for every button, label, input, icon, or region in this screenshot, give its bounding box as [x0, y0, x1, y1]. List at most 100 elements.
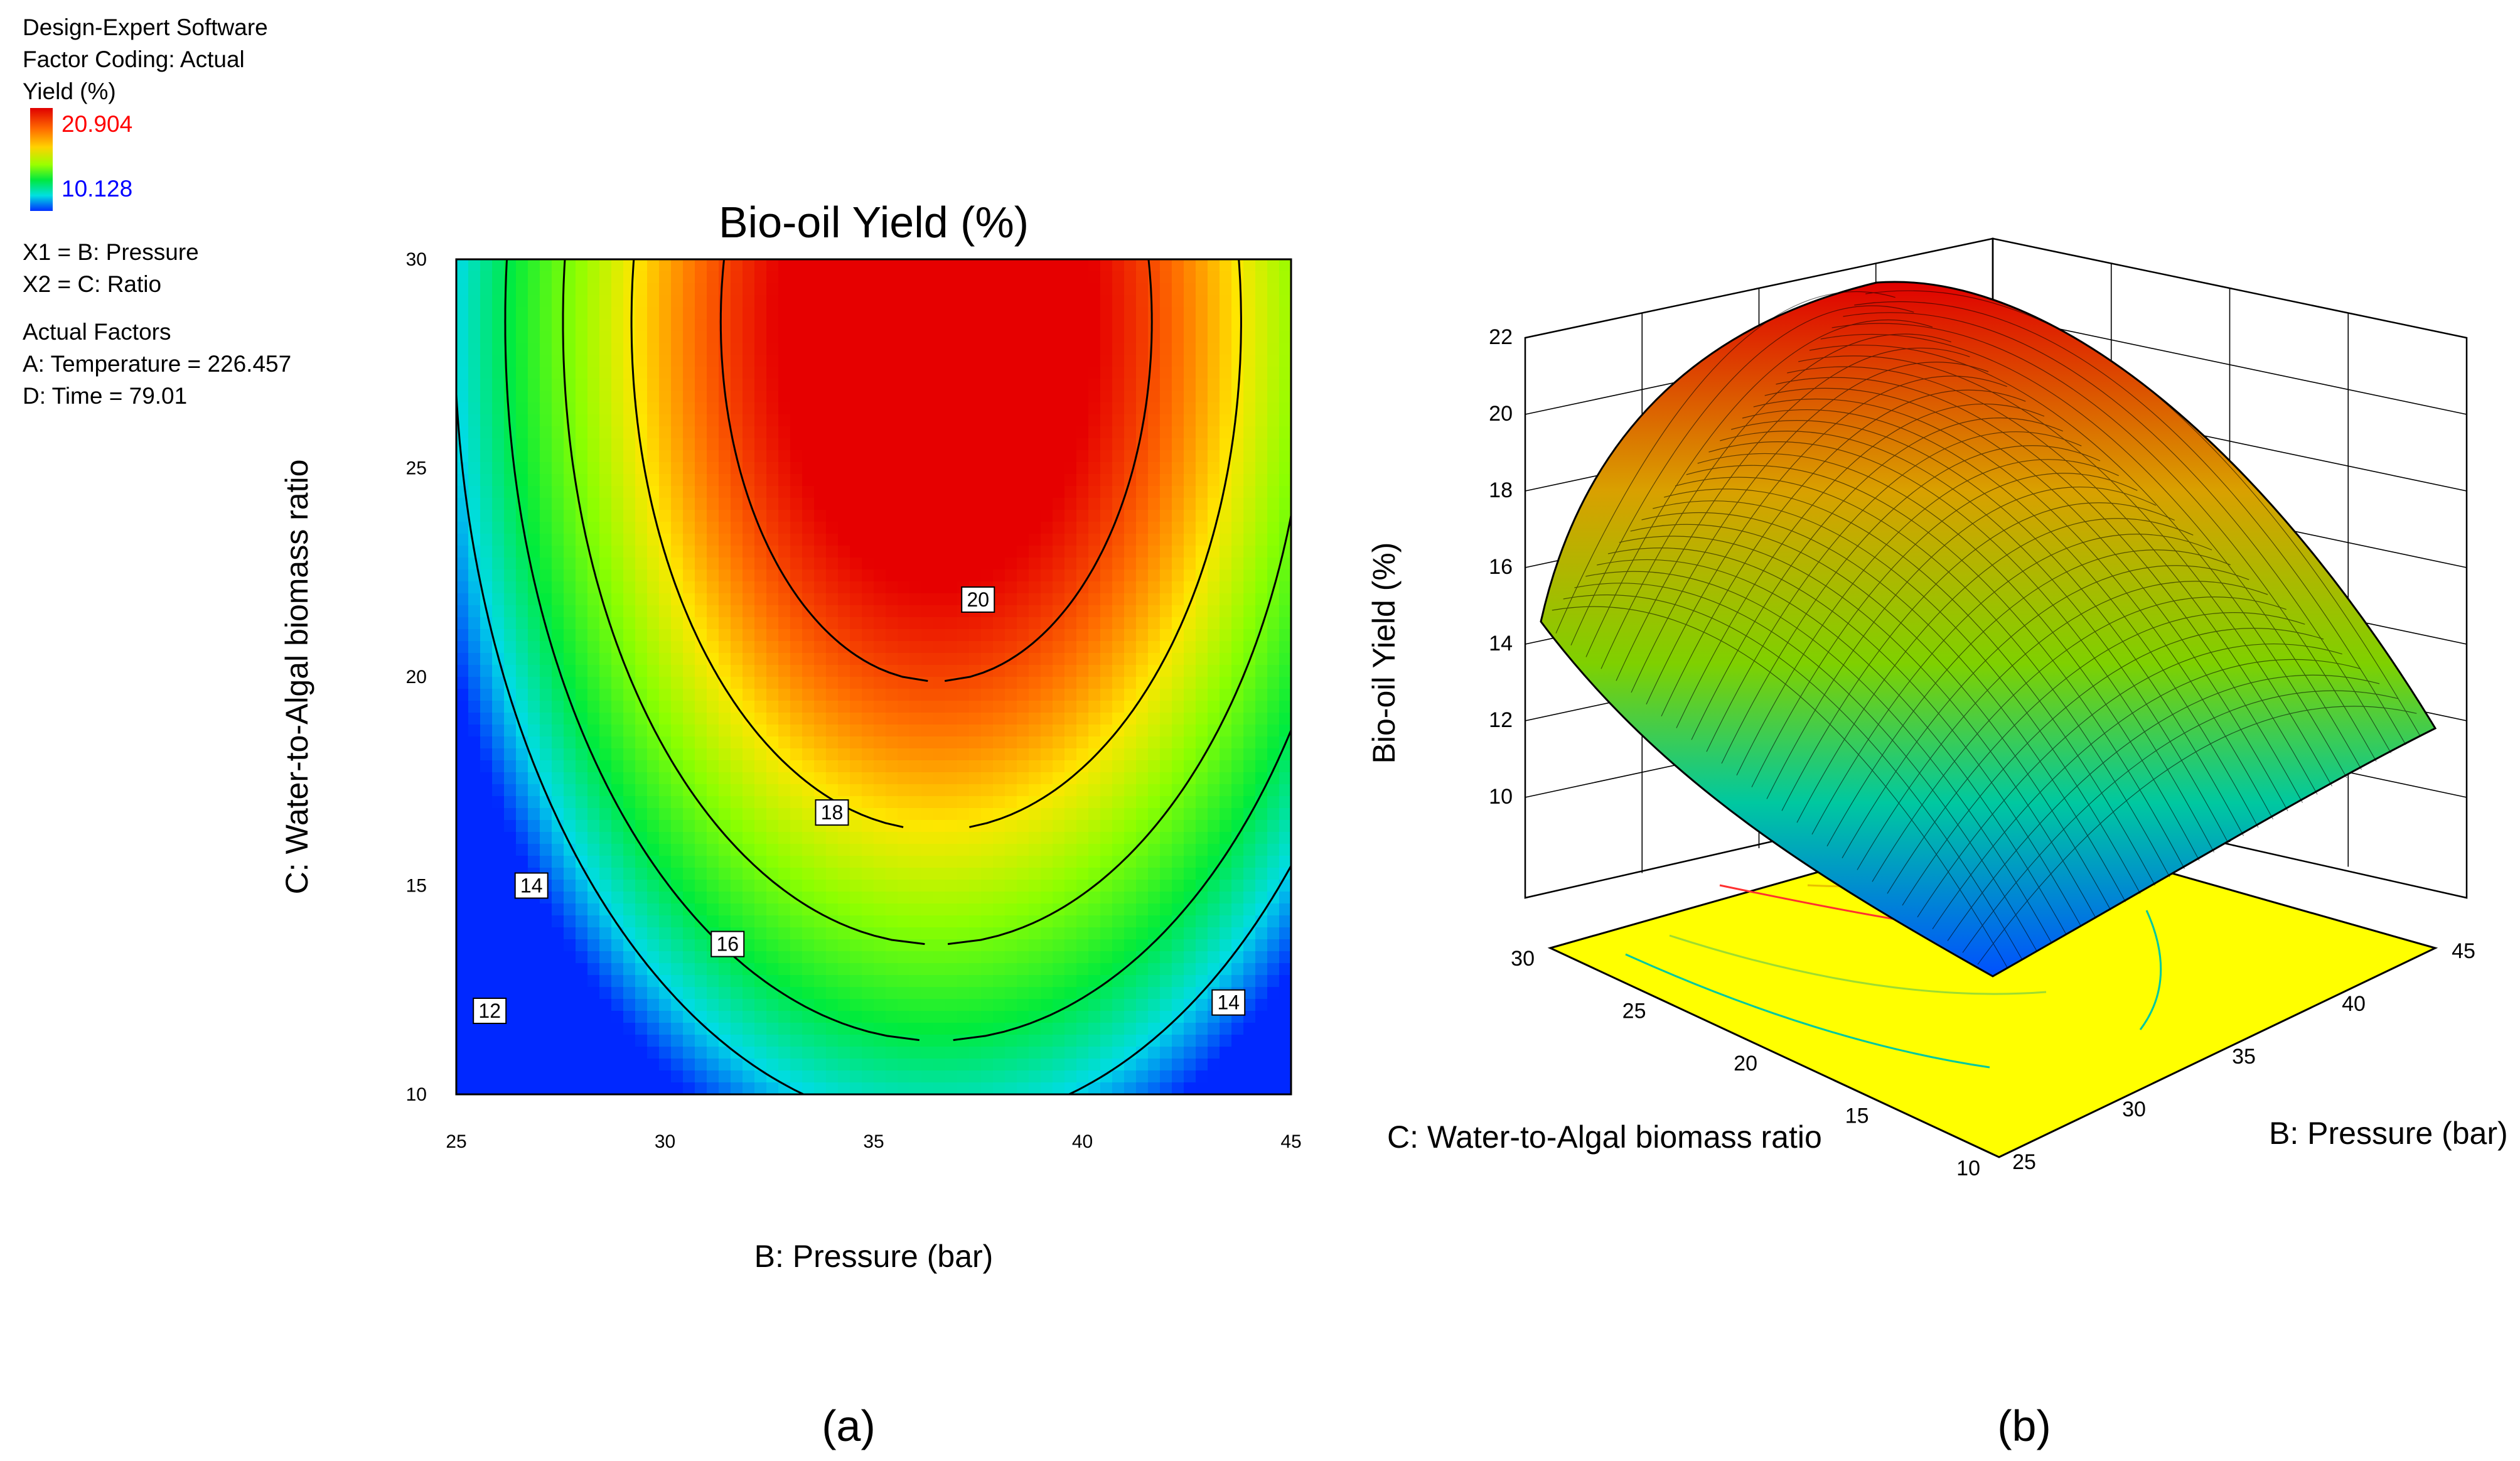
- heat-cell: [1088, 832, 1101, 844]
- heat-cell: [1064, 307, 1077, 320]
- heat-cell: [576, 1023, 588, 1035]
- heat-cell: [635, 1023, 648, 1035]
- heat-cell: [1112, 772, 1125, 785]
- heat-cell: [611, 844, 624, 856]
- heat-cell: [909, 295, 922, 308]
- heat-cell: [1172, 725, 1184, 737]
- heat-cell: [754, 832, 767, 844]
- heat-cell: [492, 808, 505, 821]
- heat-cell: [456, 1011, 469, 1023]
- heat-cell: [1029, 426, 1041, 439]
- heat-cell: [1243, 1047, 1256, 1059]
- heat-cell: [754, 462, 767, 475]
- heat-cell: [1112, 355, 1125, 367]
- heat-cell: [1184, 486, 1196, 499]
- heat-cell: [647, 832, 660, 844]
- heat-cell: [1172, 689, 1184, 701]
- surface-mesh-line: [1563, 594, 2023, 960]
- heat-cell: [1005, 307, 1017, 320]
- heat-cell: [695, 498, 707, 510]
- heat-cell: [838, 319, 850, 332]
- heat-cell: [1136, 486, 1149, 499]
- heat-cell: [743, 283, 755, 296]
- heat-cell: [1184, 1023, 1196, 1035]
- heat-cell: [647, 474, 660, 487]
- heat-cell: [1160, 784, 1172, 797]
- heat-cell: [766, 379, 779, 391]
- heat-cell: [802, 462, 815, 475]
- heat-cell: [802, 581, 815, 594]
- heat-cell: [504, 713, 517, 725]
- heat-cell: [480, 259, 493, 272]
- heat-cell: [540, 832, 552, 844]
- heat-cell: [754, 665, 767, 677]
- heat-cell: [1208, 593, 1220, 606]
- heat-cell: [719, 736, 731, 749]
- heat-cell: [564, 963, 576, 976]
- heat-cell: [1243, 629, 1256, 642]
- heat-cell: [587, 868, 600, 880]
- heat-cell: [468, 736, 481, 749]
- heat-cell: [850, 832, 862, 844]
- heat-cell: [647, 915, 660, 928]
- heat-cell: [587, 629, 600, 642]
- heat-cell: [838, 617, 850, 630]
- heat-cell: [1208, 927, 1220, 940]
- heat-cell: [719, 903, 731, 916]
- heat-cell: [587, 1023, 600, 1035]
- caption-a: (a): [822, 1401, 876, 1450]
- heat-cell: [719, 868, 731, 880]
- heat-cell: [862, 486, 874, 499]
- heat-cell: [1088, 617, 1101, 630]
- heat-cell: [802, 820, 815, 833]
- heat-cell: [468, 271, 481, 284]
- heat-cell: [754, 1047, 767, 1059]
- heat-cell: [1064, 963, 1077, 976]
- heat-cell: [731, 546, 743, 558]
- heat-cell: [1196, 462, 1208, 475]
- heat-cell: [766, 713, 779, 725]
- heat-cell: [1279, 307, 1291, 320]
- heat-cell: [1208, 283, 1220, 296]
- heat-cell: [993, 486, 1005, 499]
- heat-cell: [909, 593, 922, 606]
- heat-cell: [814, 713, 827, 725]
- heat-cell: [969, 713, 982, 725]
- heat-cell: [790, 927, 803, 940]
- heat-cell: [1196, 939, 1208, 952]
- heat-cell: [1243, 343, 1256, 355]
- heat-cell: [719, 486, 731, 499]
- heat-cell: [1005, 617, 1017, 630]
- heat-cell: [1029, 629, 1041, 642]
- heat-cell: [611, 283, 624, 296]
- heat-cell: [1064, 927, 1077, 940]
- heat-cell: [945, 951, 958, 964]
- heat-cell: [528, 1059, 540, 1071]
- heat-cell: [1041, 462, 1053, 475]
- heat-cell: [1255, 343, 1268, 355]
- heat-cell: [909, 605, 922, 618]
- heat-cell: [516, 1059, 528, 1071]
- heat-cell: [981, 1023, 994, 1035]
- heat-cell: [1184, 713, 1196, 725]
- heat-cell: [1196, 903, 1208, 916]
- heat-cell: [1064, 665, 1077, 677]
- heat-cell: [933, 450, 946, 463]
- heat-cell: [1196, 832, 1208, 844]
- heat-cell: [647, 259, 660, 272]
- heat-cell: [1243, 319, 1256, 332]
- heat-cell: [790, 808, 803, 821]
- heat-cell: [623, 546, 636, 558]
- heat-cell: [1124, 963, 1137, 976]
- heat-cell: [1088, 343, 1101, 355]
- heat-cell: [456, 653, 469, 666]
- heat-cell: [945, 1035, 958, 1047]
- heat-cell: [647, 307, 660, 320]
- heat-cell: [1029, 665, 1041, 677]
- heat-cell: [969, 295, 982, 308]
- heat-cell: [1243, 736, 1256, 749]
- heat-cell: [1243, 760, 1256, 773]
- heat-cell: [933, 927, 946, 940]
- heat-cell: [743, 868, 755, 880]
- heat-cell: [1005, 844, 1017, 856]
